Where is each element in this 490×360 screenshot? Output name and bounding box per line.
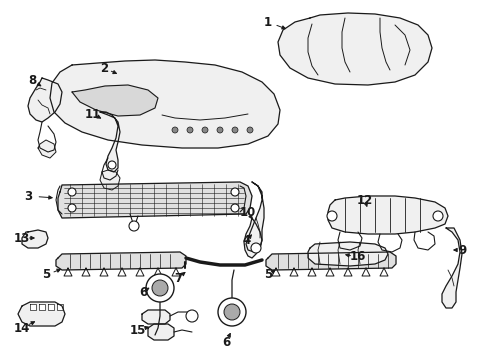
Polygon shape — [58, 182, 252, 218]
Polygon shape — [244, 218, 262, 258]
Text: 10: 10 — [240, 206, 256, 219]
Circle shape — [202, 127, 208, 133]
Polygon shape — [28, 78, 62, 122]
Circle shape — [146, 274, 174, 302]
Text: 16: 16 — [350, 251, 366, 264]
Circle shape — [231, 204, 239, 212]
Polygon shape — [22, 230, 48, 248]
Circle shape — [327, 211, 337, 221]
Text: 14: 14 — [14, 321, 30, 334]
Text: 6: 6 — [139, 285, 147, 298]
Circle shape — [187, 127, 193, 133]
Circle shape — [217, 127, 223, 133]
Circle shape — [232, 127, 238, 133]
Polygon shape — [148, 324, 174, 340]
Circle shape — [247, 127, 253, 133]
Text: 3: 3 — [24, 189, 32, 202]
Circle shape — [108, 161, 116, 169]
Polygon shape — [442, 228, 462, 308]
Circle shape — [186, 310, 198, 322]
Circle shape — [68, 188, 76, 196]
Circle shape — [433, 211, 443, 221]
Text: 9: 9 — [458, 243, 466, 256]
Text: 12: 12 — [357, 194, 373, 207]
Circle shape — [224, 304, 240, 320]
Text: 4: 4 — [243, 234, 251, 247]
Polygon shape — [308, 242, 388, 266]
Circle shape — [218, 298, 246, 326]
Polygon shape — [278, 13, 432, 85]
Circle shape — [251, 243, 261, 253]
Polygon shape — [328, 196, 448, 234]
Polygon shape — [57, 304, 63, 310]
Circle shape — [172, 127, 178, 133]
Circle shape — [129, 221, 139, 231]
Circle shape — [68, 204, 76, 212]
Polygon shape — [50, 60, 280, 148]
Text: 8: 8 — [28, 73, 36, 86]
Polygon shape — [39, 304, 45, 310]
Polygon shape — [48, 304, 54, 310]
Polygon shape — [56, 252, 186, 270]
Circle shape — [231, 188, 239, 196]
Text: 15: 15 — [130, 324, 146, 337]
Polygon shape — [38, 140, 56, 158]
Polygon shape — [18, 302, 65, 326]
Text: 2: 2 — [100, 62, 108, 75]
Polygon shape — [100, 112, 120, 172]
Text: 5: 5 — [42, 269, 50, 282]
Polygon shape — [142, 310, 170, 324]
Circle shape — [152, 280, 168, 296]
Text: 11: 11 — [85, 108, 101, 121]
Polygon shape — [246, 182, 264, 252]
Polygon shape — [30, 304, 36, 310]
Text: 6: 6 — [222, 336, 230, 348]
Polygon shape — [72, 85, 158, 116]
Polygon shape — [266, 252, 396, 270]
Text: 5: 5 — [264, 269, 272, 282]
Text: 7: 7 — [174, 271, 182, 284]
Polygon shape — [100, 170, 120, 190]
Text: 13: 13 — [14, 231, 30, 244]
Text: 1: 1 — [264, 15, 272, 28]
